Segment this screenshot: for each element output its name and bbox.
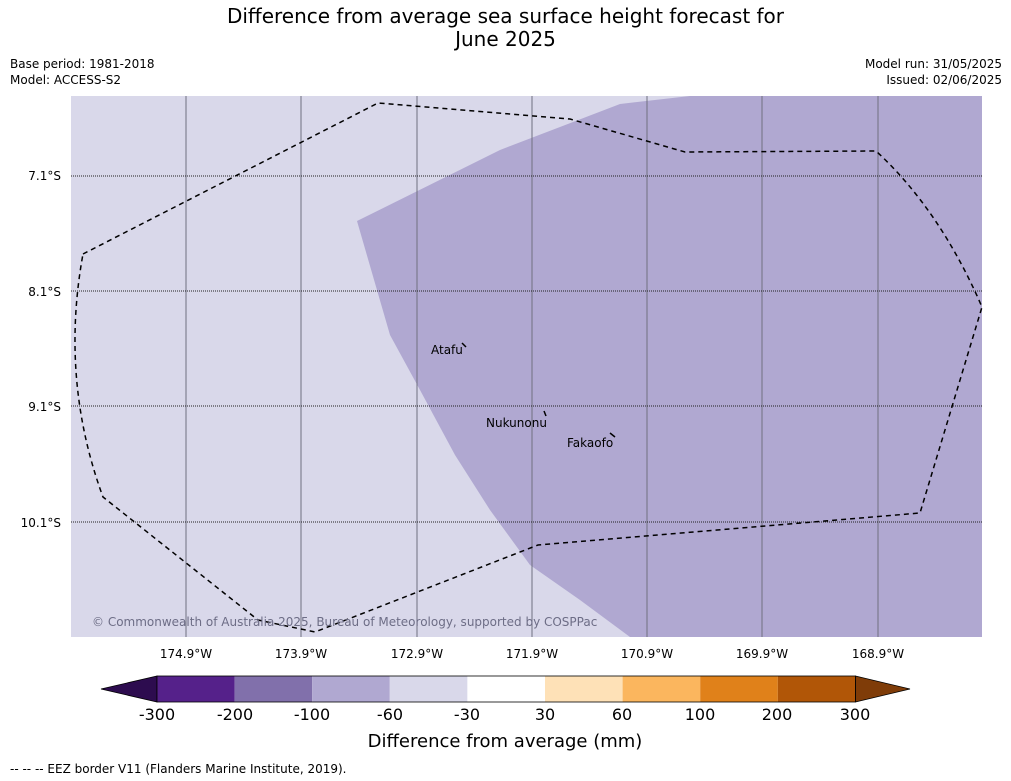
model-run: Model run: 31/05/2025 bbox=[864, 57, 1002, 71]
colorbar-tick: -60 bbox=[377, 705, 403, 724]
lat-label: 7.1°S bbox=[28, 169, 61, 183]
dark-region bbox=[357, 96, 982, 637]
colorbar-tick: 30 bbox=[535, 705, 555, 724]
meta-left: Base period: 1981-2018 Model: ACCESS-S2 bbox=[10, 56, 155, 88]
atafu-mark bbox=[461, 342, 467, 348]
colorbar-segment bbox=[312, 676, 390, 702]
lon-label: 173.9°W bbox=[275, 647, 327, 661]
title-line-1: Difference from average sea surface heig… bbox=[226, 4, 785, 28]
colorbar-tick: 200 bbox=[762, 705, 793, 724]
colorbar-segment bbox=[389, 676, 468, 702]
latitude-labels: 7.1°S 8.1°S 9.1°S 10.1°S bbox=[21, 169, 61, 530]
colorbar-tick-labels: -300 -200 -100 -60 -30 30 60 100 200 300 bbox=[139, 705, 870, 724]
colorbar-tick: -100 bbox=[294, 705, 330, 724]
colorbar bbox=[100, 675, 911, 703]
colorbar-tick: -30 bbox=[454, 705, 480, 724]
copyright-watermark: © Commonwealth of Australia 2025, Bureau… bbox=[92, 615, 597, 629]
colorbar-segment bbox=[467, 676, 545, 702]
longitude-labels: 174.9°W 173.9°W 172.9°W 171.9°W 170.9°W … bbox=[160, 647, 904, 661]
colorbar-extend-low bbox=[100, 675, 158, 703]
eez-footer-note: -- -- -- EEZ border V11 (Flanders Marine… bbox=[10, 762, 347, 776]
model-name: Model: ACCESS-S2 bbox=[10, 73, 122, 87]
fakaofo-mark bbox=[609, 432, 616, 438]
colorbar-extend-high bbox=[855, 675, 911, 703]
base-period: Base period: 1981-2018 bbox=[10, 57, 155, 71]
colorbar-segment bbox=[234, 676, 313, 702]
longitude-gridlines bbox=[185, 96, 879, 637]
colorbar-segment bbox=[622, 676, 701, 702]
colorbar-tick: 60 bbox=[612, 705, 632, 724]
lon-label: 169.9°W bbox=[736, 647, 788, 661]
map-title: Difference from average sea surface heig… bbox=[0, 5, 1011, 51]
lon-label: 171.9°W bbox=[506, 647, 558, 661]
colorbar-segment bbox=[777, 676, 856, 702]
map-area bbox=[71, 96, 982, 637]
meta-right: Model run: 31/05/2025 Issued: 02/06/2025 bbox=[865, 56, 1002, 88]
lon-label: 174.9°W bbox=[160, 647, 212, 661]
place-nukunonu: Nukunonu bbox=[486, 416, 547, 430]
lat-label: 9.1°S bbox=[28, 400, 61, 414]
atoll-marks bbox=[461, 342, 616, 438]
colorbar-segment bbox=[700, 676, 778, 702]
colorbar-title: Difference from average (mm) bbox=[368, 731, 643, 752]
lat-label: 10.1°S bbox=[21, 516, 61, 530]
eez-border bbox=[74, 102, 983, 633]
colorbar-tick: -200 bbox=[217, 705, 253, 724]
colorbar-tick: 100 bbox=[685, 705, 716, 724]
colorbar-tick: -300 bbox=[139, 705, 175, 724]
nukunonu-mark bbox=[543, 410, 547, 417]
title-line-2: June 2025 bbox=[455, 27, 556, 51]
colorbar-segment bbox=[157, 676, 235, 702]
place-atafu: Atafu bbox=[431, 343, 463, 357]
colorbar-tick: 300 bbox=[840, 705, 871, 724]
lon-label: 168.9°W bbox=[852, 647, 904, 661]
colorbar-segment bbox=[545, 676, 623, 702]
colorbar-outline bbox=[156, 675, 856, 703]
issued-date: Issued: 02/06/2025 bbox=[886, 73, 1002, 87]
lon-label: 170.9°W bbox=[621, 647, 673, 661]
lon-label: 172.9°W bbox=[391, 647, 443, 661]
lat-label: 8.1°S bbox=[28, 285, 61, 299]
place-fakaofo: Fakaofo bbox=[567, 436, 613, 450]
